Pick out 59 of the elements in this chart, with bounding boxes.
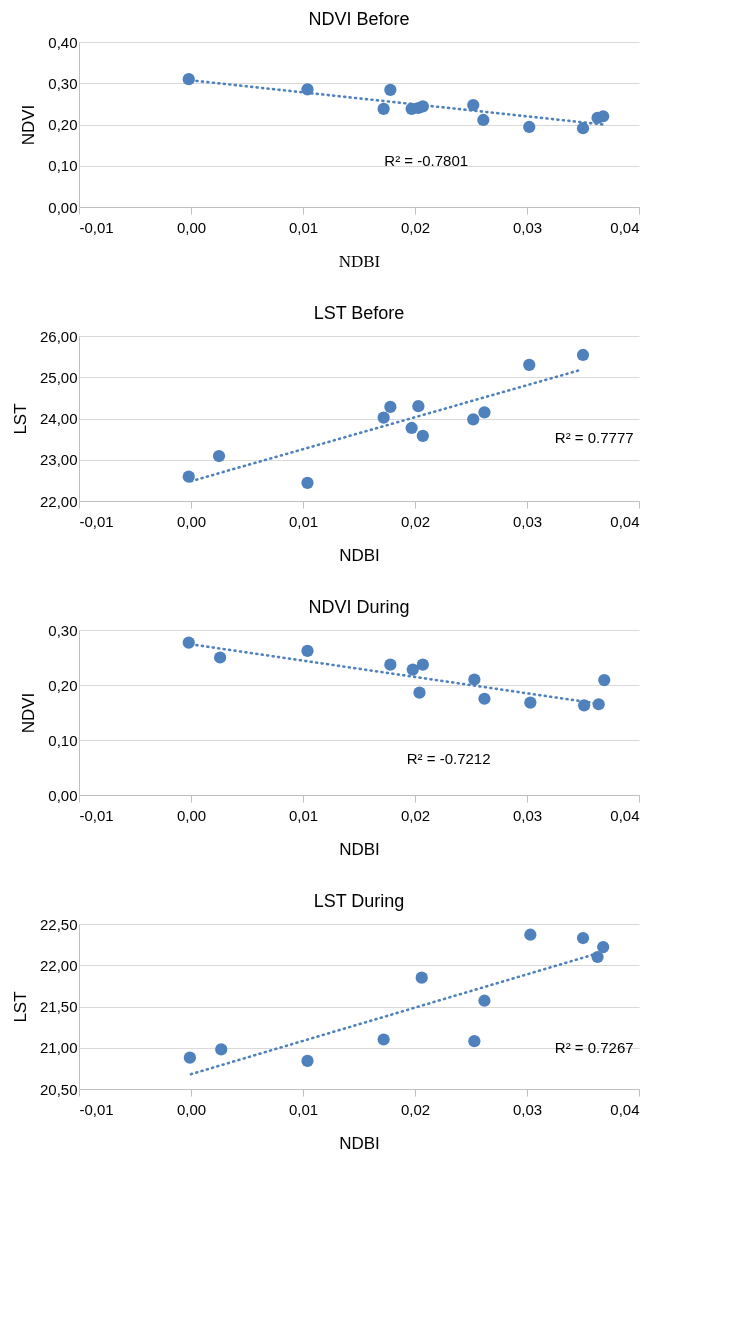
y-tick-label: 22,00 [39, 492, 78, 510]
x-axis-title: NDBI [339, 1133, 380, 1153]
x-tick-label: 0,03 [512, 806, 543, 824]
x-tick-label: -0,01 [79, 218, 114, 236]
annotation: R² = -0.7801 [384, 151, 469, 169]
x-tick-label: 0,04 [610, 1100, 640, 1118]
x-tick-label: -0,01 [79, 806, 114, 824]
x-axis-title: NDBI [339, 839, 380, 859]
x-tick-label: 0,00 [176, 218, 207, 236]
x-tick-label: 0,01 [288, 1100, 319, 1118]
y-tick-label: 0,10 [48, 731, 78, 749]
x-tick-label: -0,01 [79, 1100, 114, 1118]
y-axis-title: LST [10, 991, 30, 1023]
x-tick-label: 0,01 [288, 512, 319, 530]
x-tick-label: 0,03 [512, 1100, 543, 1118]
x-tick-label: 0,04 [610, 218, 640, 236]
chart-title: NDVI During [308, 597, 410, 617]
y-tick-label: 26,00 [39, 327, 78, 345]
y-axis-title: NDVI [19, 692, 39, 734]
y-tick-label: 23,00 [39, 451, 78, 469]
y-axis-title: LST [10, 403, 30, 435]
x-tick-label: 0,03 [512, 512, 543, 530]
x-tick-label: 0,02 [400, 806, 431, 824]
y-tick-label: 22,00 [39, 956, 78, 974]
x-tick-label: -0,01 [79, 512, 114, 530]
y-tick-label: 0,10 [48, 157, 78, 175]
chart-title: NDVI Before [308, 9, 410, 29]
x-tick-label: 0,00 [176, 806, 207, 824]
x-tick-label: 0,01 [288, 218, 319, 236]
y-tick-label: 20,50 [39, 1080, 78, 1098]
x-tick-label: 0,03 [512, 218, 543, 236]
chart-title: LST During [313, 891, 405, 911]
x-tick-label: 0,00 [176, 512, 207, 530]
annotation: R² = -0.7212 [406, 749, 491, 767]
y-axis-title: NDVI [19, 104, 39, 146]
chart-title: LST Before [313, 303, 405, 323]
y-tick-label: 0,20 [48, 676, 78, 694]
x-axis-title: NDBI [339, 545, 380, 565]
y-tick-label: 0,30 [48, 74, 78, 92]
y-tick-label: 0,20 [48, 116, 78, 133]
x-tick-label: 0,02 [400, 1100, 431, 1118]
x-tick-label: 0,04 [610, 806, 640, 824]
x-tick-label: 0,02 [400, 218, 431, 236]
y-tick-label: 24,00 [39, 410, 78, 427]
x-tick-label: 0,01 [288, 806, 319, 824]
annotation: R² = 0.7267 [554, 1038, 634, 1056]
y-tick-label: 21,50 [39, 998, 78, 1015]
x-tick-label: 0,02 [400, 512, 431, 530]
y-tick-label: 25,00 [39, 368, 78, 386]
annotation: R² = 0.7777 [554, 429, 634, 447]
y-tick-label: 0,30 [48, 621, 78, 639]
y-tick-label: 0,00 [48, 198, 78, 216]
y-tick-label: 0,40 [48, 33, 78, 51]
y-tick-label: 22,50 [39, 915, 78, 933]
y-tick-label: 21,00 [39, 1039, 78, 1057]
x-tick-label: 0,04 [610, 512, 640, 530]
x-axis-title: NDBI [338, 251, 381, 271]
y-tick-label: 0,00 [48, 786, 78, 804]
x-tick-label: 0,00 [176, 1100, 207, 1118]
